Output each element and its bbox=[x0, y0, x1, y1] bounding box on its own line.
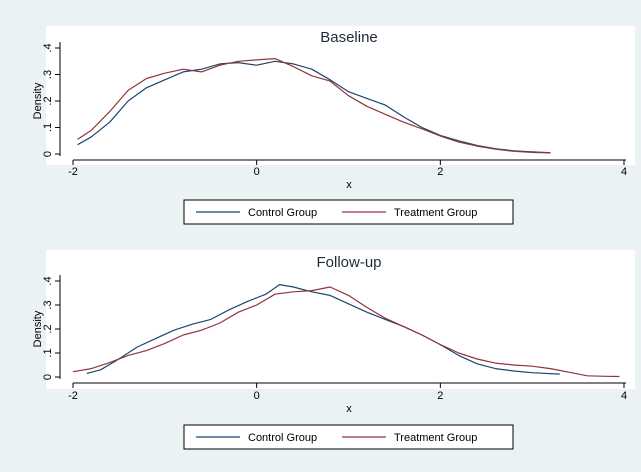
x-tick-label: 0 bbox=[254, 390, 260, 402]
plot-area bbox=[46, 250, 635, 389]
legend-label: Control Group bbox=[248, 207, 317, 219]
x-axis-label: x bbox=[346, 179, 352, 191]
y-tick-label: .2 bbox=[42, 324, 54, 333]
plot-area bbox=[46, 26, 635, 165]
y-tick-label: .3 bbox=[42, 300, 54, 309]
x-tick-label: -2 bbox=[68, 390, 78, 402]
x-tick-label: 2 bbox=[437, 390, 443, 402]
x-tick-label: 4 bbox=[621, 390, 627, 402]
chart-panel-1: Baseline -2 0 2 4 0 .1 .2 .3 .4 x Density Control Gr… bbox=[32, 26, 635, 225]
legend-label: Control Group bbox=[248, 432, 317, 444]
x-tick-label: -2 bbox=[68, 166, 78, 178]
legend-label: Treatment Group bbox=[394, 432, 477, 444]
chart-panel-2: Follow-up -2 0 2 4 0 .1 .2 .3 .4 x Density Control G… bbox=[32, 250, 635, 450]
chart-title: Follow-up bbox=[316, 254, 381, 271]
x-tick-label: 0 bbox=[254, 166, 260, 178]
series-line-control bbox=[86, 284, 560, 375]
legend: Control Group Treatment Group bbox=[183, 199, 514, 225]
y-tick-label: 0 bbox=[42, 374, 54, 380]
y-tick-label: .1 bbox=[42, 123, 54, 132]
legend: Control Group Treatment Group bbox=[183, 424, 514, 450]
series-line-treatment bbox=[77, 57, 551, 154]
chart-title: Baseline bbox=[320, 29, 378, 46]
x-tick-label: 2 bbox=[437, 166, 443, 178]
x-tick-label: 4 bbox=[621, 166, 627, 178]
legend-label: Treatment Group bbox=[394, 207, 477, 219]
y-tick-label: 0 bbox=[42, 151, 54, 157]
y-tick-label: .1 bbox=[42, 348, 54, 357]
y-tick-label: .3 bbox=[42, 70, 54, 79]
y-axis-label: Density bbox=[32, 82, 44, 119]
series-line-control bbox=[77, 60, 551, 154]
y-tick-label: .2 bbox=[42, 96, 54, 105]
series-line-treatment bbox=[72, 286, 620, 378]
x-axis-label: x bbox=[346, 403, 352, 415]
y-tick-label: .4 bbox=[42, 276, 54, 285]
y-axis-label: Density bbox=[32, 310, 44, 347]
y-tick-label: .4 bbox=[42, 43, 54, 52]
